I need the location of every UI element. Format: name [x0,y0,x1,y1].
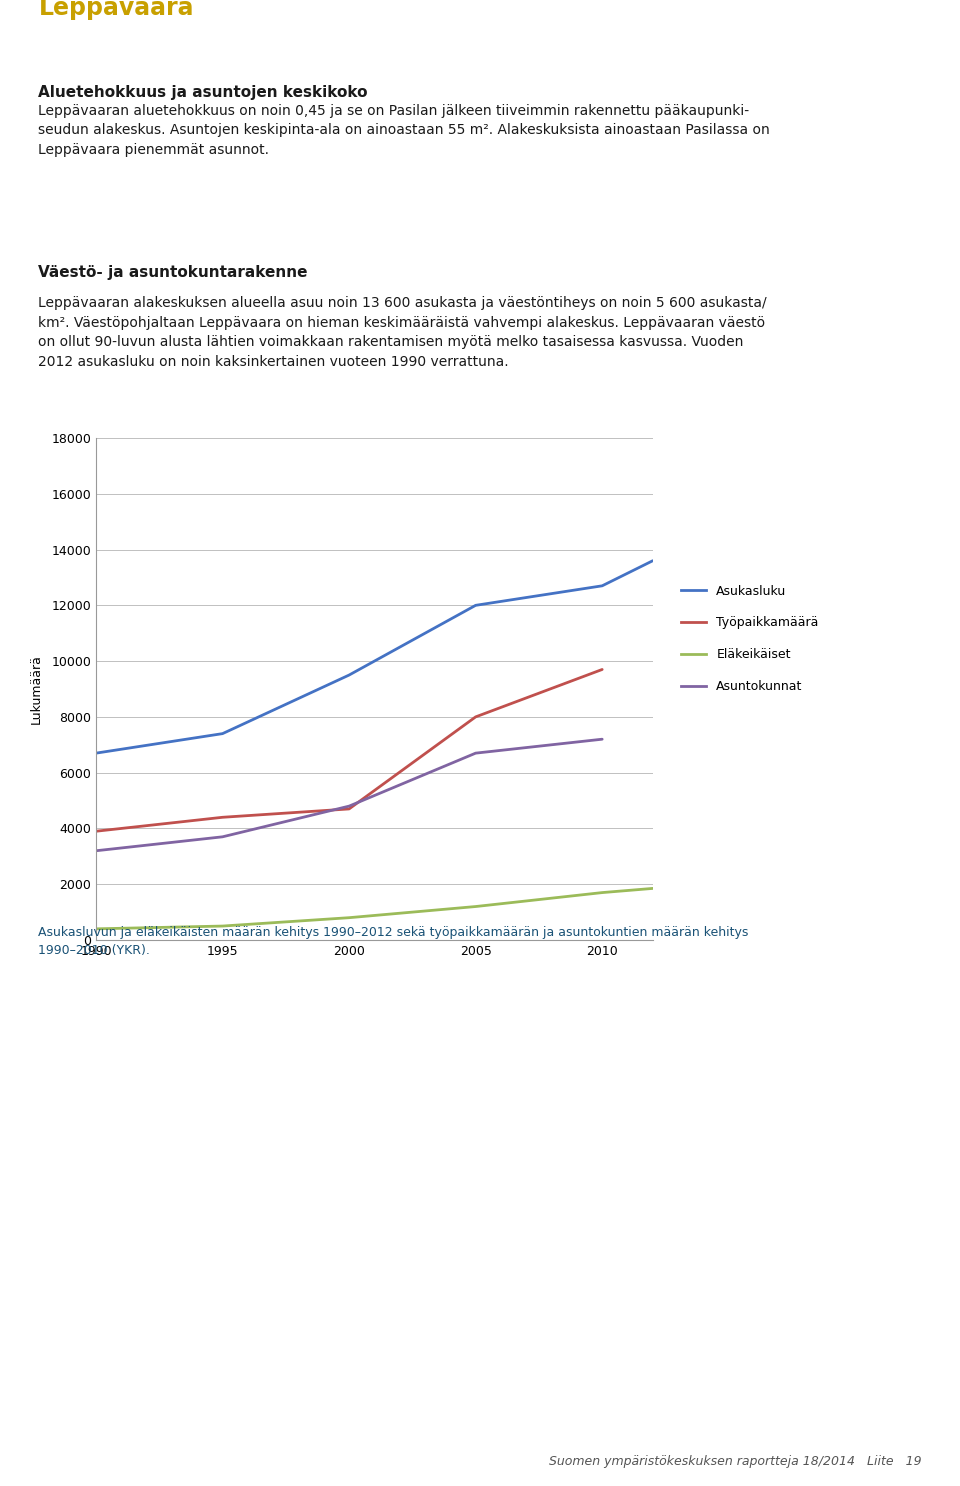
Text: Väestö- ja asuntokuntarakenne: Väestö- ja asuntokuntarakenne [38,266,308,281]
Text: Leppävaara: Leppävaara [38,0,194,19]
Text: Aluetehokkuus ja asuntojen keskikoko: Aluetehokkuus ja asuntojen keskikoko [38,85,368,101]
Text: Asukasluvun ja eläkeikäisten määrän kehitys 1990–2012 sekä työpaikkamäärän ja as: Asukasluvun ja eläkeikäisten määrän kehi… [38,926,749,957]
Text: Suomen ympäristökeskuksen raportteja 18/2014   Liite   19: Suomen ympäristökeskuksen raportteja 18/… [549,1455,922,1468]
Legend: Asukasluku, Työpaikkamäärä, Eläkeikäiset, Asuntokunnat: Asukasluku, Työpaikkamäärä, Eläkeikäiset… [682,584,819,692]
Text: Leppävaaran alakeskuksen alueella asuu noin 13 600 asukasta ja väestöntiheys on : Leppävaaran alakeskuksen alueella asuu n… [38,296,767,369]
Text: Leppävaaran aluetehokkuus on noin 0,45 ja se on Pasilan jälkeen tiiveimmin raken: Leppävaaran aluetehokkuus on noin 0,45 j… [38,104,770,156]
Y-axis label: Lukumäärä: Lukumäärä [30,654,43,724]
